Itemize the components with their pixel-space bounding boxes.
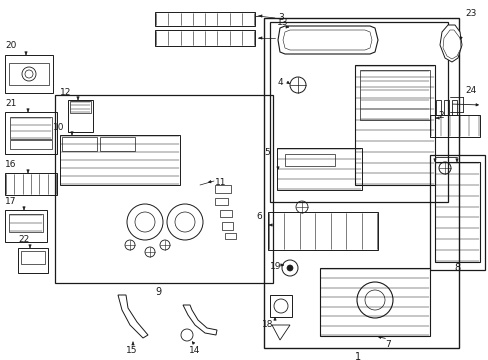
Text: 19: 19 (269, 262, 281, 271)
Bar (155, 30, 254, 46)
Bar (451, 100, 456, 115)
Bar (264, 18, 458, 348)
Polygon shape (439, 25, 461, 62)
Bar (18, 248, 48, 273)
Text: 15: 15 (126, 346, 138, 355)
Bar (269, 295, 291, 317)
Bar (10, 117, 52, 139)
Text: 22: 22 (18, 235, 29, 244)
Bar (429, 115, 479, 137)
Bar (443, 100, 448, 115)
Text: 1: 1 (354, 352, 360, 360)
Bar (155, 12, 254, 26)
Text: 7: 7 (385, 340, 390, 349)
Text: 6: 6 (256, 212, 262, 221)
Text: 10: 10 (53, 123, 64, 132)
Text: 5: 5 (264, 148, 269, 157)
Bar (9, 63, 49, 85)
Text: 17: 17 (5, 197, 17, 206)
Text: 4: 4 (278, 78, 283, 87)
Bar (222, 222, 232, 230)
Bar (5, 112, 57, 154)
Text: 24: 24 (464, 86, 475, 95)
Bar (70, 101, 91, 113)
Bar (359, 70, 429, 120)
Text: 8: 8 (453, 263, 459, 273)
Bar (60, 135, 180, 185)
Bar (269, 22, 447, 202)
Bar (215, 185, 230, 193)
Text: 14: 14 (189, 346, 200, 355)
Bar (285, 154, 334, 166)
Bar (224, 233, 236, 239)
Bar (9, 214, 43, 232)
Bar (434, 162, 479, 262)
Bar (319, 268, 429, 336)
Polygon shape (278, 26, 377, 54)
Polygon shape (183, 305, 217, 335)
Bar (5, 210, 47, 242)
Text: 3: 3 (278, 13, 283, 22)
Bar (429, 155, 484, 270)
Bar (220, 210, 231, 217)
Bar (435, 100, 440, 115)
Bar (276, 148, 361, 190)
Text: 9: 9 (155, 287, 161, 297)
Text: 18: 18 (262, 320, 273, 329)
Bar (215, 198, 227, 205)
Bar (100, 137, 135, 151)
Text: 13: 13 (276, 18, 288, 27)
Text: 16: 16 (5, 160, 17, 169)
Bar (21, 251, 45, 264)
Text: 11: 11 (215, 178, 226, 187)
Text: 20: 20 (5, 41, 16, 50)
Bar (5, 173, 57, 195)
Polygon shape (118, 295, 148, 338)
Text: 12: 12 (60, 88, 71, 97)
Bar (5, 55, 53, 93)
Bar (68, 100, 93, 132)
Bar (10, 140, 52, 149)
Circle shape (286, 265, 292, 271)
Bar (267, 212, 377, 250)
Text: 2: 2 (437, 111, 443, 120)
Text: 23: 23 (464, 9, 475, 18)
Text: 21: 21 (5, 99, 16, 108)
Bar (62, 137, 97, 151)
Bar (55, 95, 272, 283)
Bar (354, 65, 434, 185)
Polygon shape (271, 325, 289, 340)
